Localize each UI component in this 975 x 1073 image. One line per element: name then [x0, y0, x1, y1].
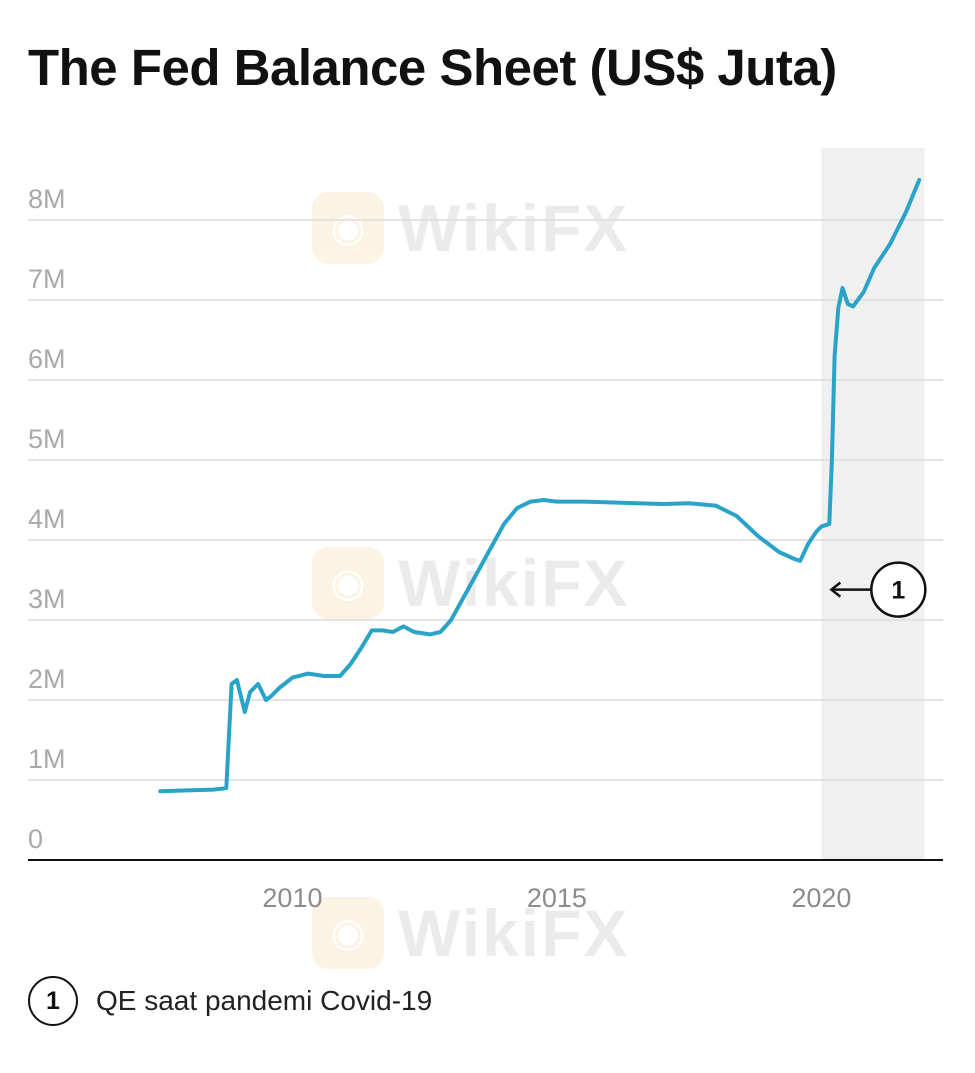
y-tick-label: 7M: [28, 264, 66, 294]
footnote-badge: 1: [28, 976, 78, 1026]
y-tick-label: 3M: [28, 584, 66, 614]
arrow-head-icon: [829, 581, 842, 598]
gridlines: [28, 219, 943, 781]
annotation-badge-label: 1: [891, 577, 905, 605]
y-tick-label: 1M: [28, 744, 66, 774]
y-tick-label: 6M: [28, 344, 66, 374]
y-tick-label: 0: [28, 824, 43, 854]
y-axis-ticks: 0 1M 2M 3M 4M 5M 6M 7M 8M: [28, 184, 66, 854]
footnote: 1 QE saat pandemi Covid-19: [28, 976, 432, 1026]
annotation-1: 1: [829, 561, 927, 618]
y-tick-label: 4M: [28, 504, 66, 534]
highlight-region: [821, 148, 925, 860]
footnote-text: QE saat pandemi Covid-19: [96, 985, 433, 1016]
y-tick-label: 5M: [28, 424, 66, 454]
x-tick-label: 2020: [791, 883, 851, 913]
annotation-badge: [870, 561, 927, 618]
y-tick-label: 8M: [28, 184, 66, 214]
y-tick-label: 2M: [28, 664, 66, 694]
chart: 0 1M 2M 3M 4M 5M 6M 7M 8M 2010 2015 2020 1: [28, 148, 943, 913]
chart-title: The Fed Balance Sheet (US$ Juta): [28, 39, 837, 96]
x-axis-ticks: 2010 2015 2020: [262, 883, 851, 913]
x-tick-label: 2010: [262, 883, 322, 913]
series-line: [158, 178, 922, 794]
x-tick-label: 2015: [527, 883, 587, 913]
